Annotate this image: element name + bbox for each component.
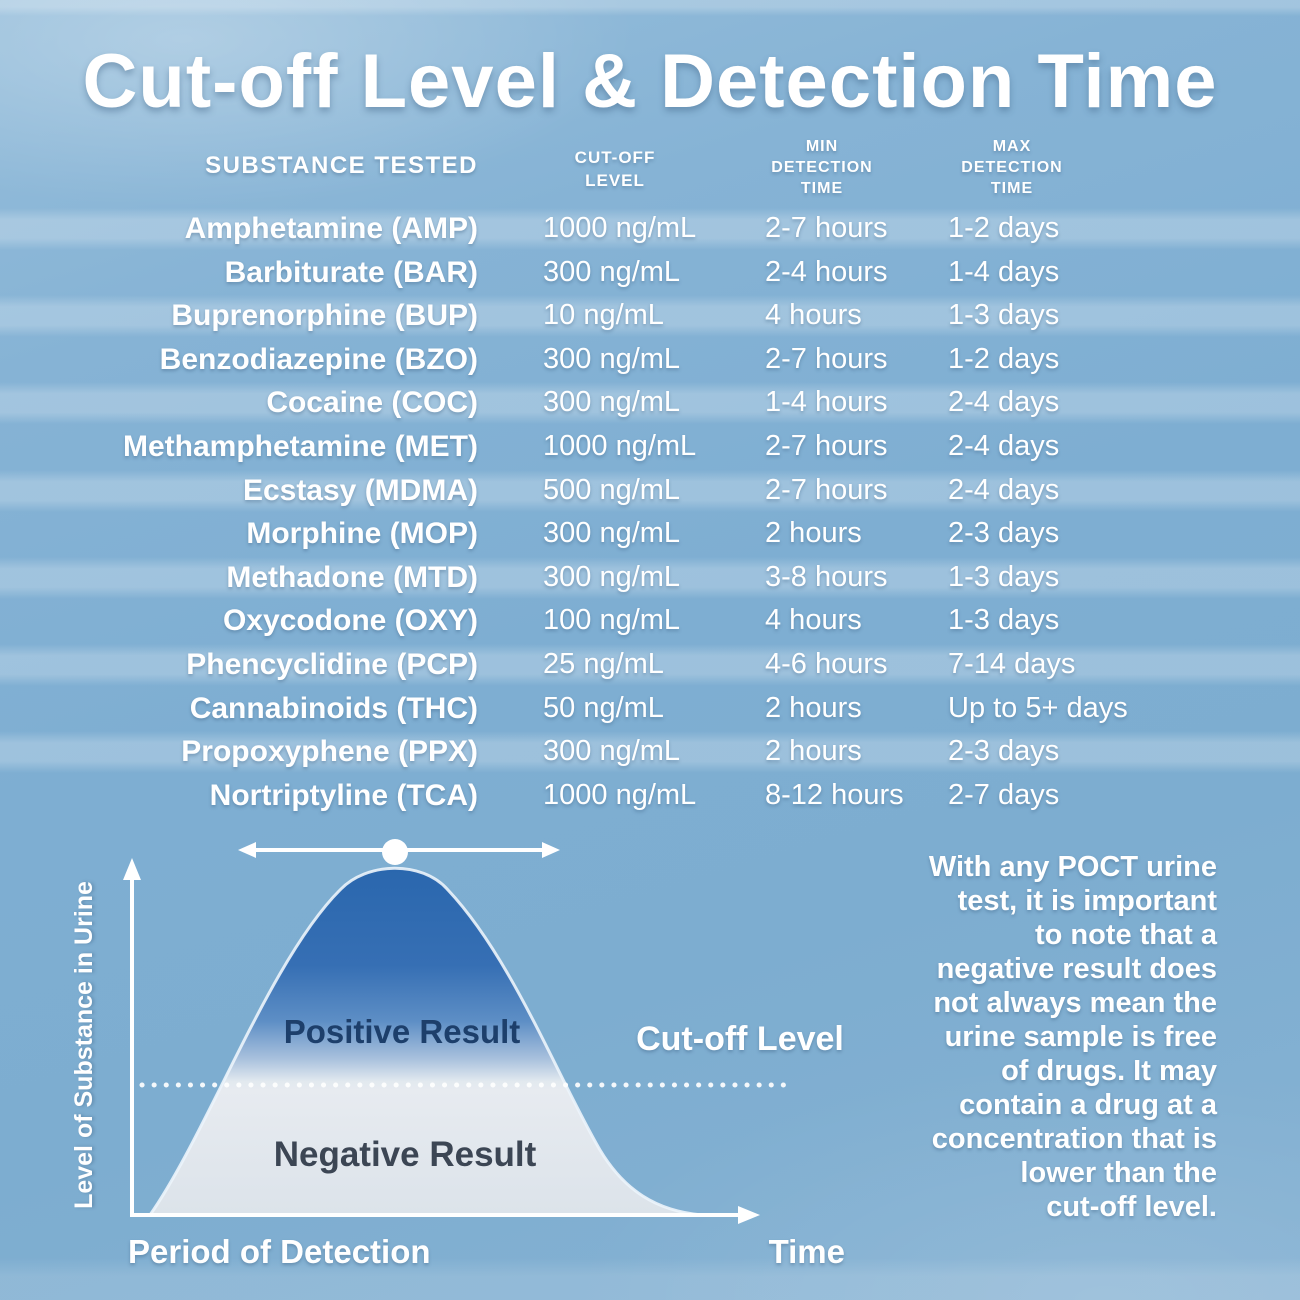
cell-cutoff: 1000 ng/mL (543, 778, 697, 811)
bell-curve-area (150, 868, 702, 1215)
cell-cutoff: 500 ng/mL (543, 473, 681, 506)
cell-substance: Ecstasy (MDMA) (242, 473, 478, 507)
cell-min: 2-7 hours (765, 473, 888, 506)
cell-min: 8-12 hours (765, 778, 904, 811)
cell-substance: Methadone (MTD) (226, 560, 478, 594)
cell-max: 1-3 days (948, 299, 1060, 332)
bell-curve-outline (148, 866, 703, 1217)
cell-cutoff: 10 ng/mL (543, 299, 664, 332)
cell-substance: Benzodiazepine (BZO) (159, 342, 478, 376)
cell-cutoff: 300 ng/mL (543, 255, 681, 288)
cell-max: 7-14 days (948, 647, 1076, 680)
cell-min: 4 hours (765, 604, 862, 637)
cell-substance: Oxycodone (OXY) (222, 604, 478, 638)
cell-cutoff: 300 ng/mL (543, 735, 681, 768)
arrow-right-head-icon (542, 842, 560, 858)
substance-table: Amphetamine (AMP) 1000 ng/mL 2-7 hours 1-2 … (0, 207, 1300, 817)
positive-result-label: Positive Result (284, 1013, 521, 1050)
cell-max: 2-3 days (948, 517, 1060, 550)
table-row: Nortriptyline (TCA) 1000 ng/mL 8-12 hours 2… (0, 774, 1300, 818)
cell-min: 2-7 hours (765, 342, 888, 375)
x-axis-arrowhead-icon (738, 1206, 760, 1224)
cell-substance: Cannabinoids (THC) (189, 691, 478, 725)
cell-min: 4-6 hours (765, 647, 888, 680)
x-axis-period-label: Period of Detection (128, 1233, 431, 1270)
cell-max: 1-4 days (948, 255, 1060, 288)
poct-note-text: With any POCT urine test, it is importan… (928, 851, 1217, 1223)
cell-cutoff: 300 ng/mL (543, 517, 681, 550)
column-header-min-detection: MIN DETECTION TIME (771, 138, 873, 197)
table-row: Benzodiazepine (BZO) 300 ng/mL 2-7 hours 1-… (0, 338, 1300, 382)
cell-cutoff: 300 ng/mL (543, 560, 681, 593)
detection-curve-chart: Positive Result Negative Result Cut-off … (70, 839, 845, 1270)
cell-max: 2-4 days (948, 386, 1060, 419)
table-row: Cocaine (COC) 300 ng/mL 1-4 hours 2-4 days (0, 381, 1300, 425)
cell-cutoff: 1000 ng/mL (543, 429, 697, 462)
cell-substance: Propoxyphene (PPX) (181, 735, 478, 769)
cell-max: 1-3 days (948, 560, 1060, 593)
table-row: Amphetamine (AMP) 1000 ng/mL 2-7 hours 1-2 … (0, 207, 1300, 251)
column-header-substance: SUBSTANCE TESTED (205, 152, 478, 179)
cell-max: 2-4 days (948, 473, 1060, 506)
table-row: Oxycodone (OXY) 100 ng/mL 4 hours 1-3 days (0, 599, 1300, 643)
cell-cutoff: 25 ng/mL (543, 647, 664, 680)
cell-max: 2-7 days (948, 778, 1060, 811)
cell-min: 2 hours (765, 735, 862, 768)
cell-min: 4 hours (765, 299, 862, 332)
negative-result-label: Negative Result (274, 1135, 537, 1174)
cutoff-level-label: Cut-off Level (636, 1020, 844, 1058)
table-row: Buprenorphine (BUP) 10 ng/mL 4 hours 1-3 da… (0, 294, 1300, 338)
cell-max: 2-3 days (948, 735, 1060, 768)
table-row: Methadone (MTD) 300 ng/mL 3-8 hours 1-3 day… (0, 556, 1300, 600)
cell-substance: Cocaine (COC) (266, 386, 478, 420)
cell-substance: Phencyclidine (PCP) (186, 647, 478, 681)
cell-substance: Morphine (MOP) (246, 517, 478, 551)
cell-cutoff: 300 ng/mL (543, 386, 681, 419)
table-row: Morphine (MOP) 300 ng/mL 2 hours 2-3 days (0, 512, 1300, 556)
cell-substance: Nortriptyline (TCA) (209, 778, 478, 812)
cell-cutoff: 1000 ng/mL (543, 212, 697, 244)
arrow-left-head-icon (238, 842, 256, 858)
cell-min: 2 hours (765, 517, 862, 550)
cell-cutoff: 300 ng/mL (543, 342, 681, 375)
background-stripe (0, 0, 1300, 16)
cell-substance: Barbiturate (BAR) (224, 255, 478, 289)
y-axis-label: Level of Substance in Urine (70, 881, 98, 1209)
table-row: Ecstasy (MDMA) 500 ng/mL 2-7 hours 2-4 days (0, 469, 1300, 513)
column-header-max-detection: MAX DETECTION TIME (961, 138, 1063, 197)
cell-min: 2-7 hours (765, 429, 888, 462)
cell-min: 2-4 hours (765, 255, 888, 288)
cell-min: 2 hours (765, 691, 862, 724)
table-row: Propoxyphene (PPX) 300 ng/mL 2 hours 2-3 da… (0, 730, 1300, 774)
cell-max: 1-2 days (948, 342, 1060, 375)
peak-dot (382, 839, 408, 865)
table-row: Cannabinoids (THC) 50 ng/mL 2 hours Up to 5… (0, 687, 1300, 731)
cell-max: 2-4 days (948, 429, 1060, 462)
table-row: Methamphetamine (MET) 1000 ng/mL 2-7 hours… (0, 425, 1300, 469)
cell-substance: Amphetamine (AMP) (184, 212, 478, 245)
page-title: Cut-off Level & Detection Time (82, 39, 1218, 124)
y-axis-arrowhead-icon (123, 858, 141, 880)
cell-substance: Methamphetamine (MET) (122, 429, 478, 463)
cell-cutoff: 50 ng/mL (543, 691, 664, 724)
table-row: Barbiturate (BAR) 300 ng/mL 2-4 hours 1-4 d… (0, 251, 1300, 295)
column-header-cutoff: CUT-OFF LEVEL (574, 148, 656, 190)
cell-max: 1-3 days (948, 604, 1060, 637)
cell-min: 3-8 hours (765, 560, 888, 593)
cell-substance: Buprenorphine (BUP) (171, 299, 478, 333)
cell-max: 1-2 days (948, 212, 1060, 244)
x-axis-time-label: Time (769, 1233, 845, 1270)
cell-max: Up to 5+ days (948, 691, 1128, 724)
cell-min: 1-4 hours (765, 386, 888, 419)
table-row: Phencyclidine (PCP) 25 ng/mL 4-6 hours 7-14… (0, 643, 1300, 687)
cell-cutoff: 100 ng/mL (543, 604, 681, 637)
cell-min: 2-7 hours (765, 212, 888, 244)
